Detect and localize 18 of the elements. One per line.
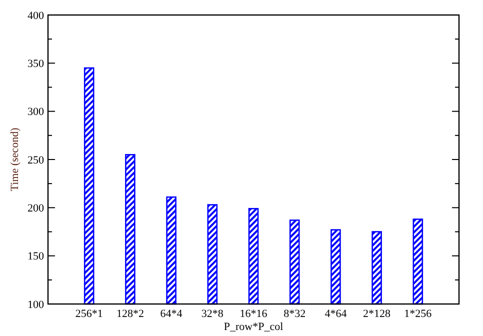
- y-tick-label: 250: [28, 154, 44, 166]
- y-tick-label: 100: [28, 298, 44, 311]
- y-tick-label: 300: [28, 106, 44, 118]
- x-tick-label: 16*16: [240, 308, 268, 320]
- y-tick-label: 350: [28, 58, 44, 70]
- x-tick-label: 1*256: [404, 308, 432, 320]
- x-tick-label: 4*64: [324, 308, 348, 320]
- y-tick-label: 150: [28, 250, 44, 263]
- x-tick-label: 64*4: [160, 308, 183, 320]
- x-tick-label: 256*1: [75, 308, 103, 320]
- x-axis-title: P_row*P_col: [224, 321, 284, 333]
- x-tick-label: 128*2: [116, 308, 144, 320]
- y-axis-title: Time (second): [9, 127, 21, 192]
- y-tick-label: 200: [28, 202, 44, 215]
- x-tick-label: 8*32: [284, 308, 306, 320]
- x-tick-label: 2*128: [363, 308, 392, 320]
- y-tick-label: 400: [28, 10, 44, 22]
- x-tick-label: 32*8: [201, 308, 224, 320]
